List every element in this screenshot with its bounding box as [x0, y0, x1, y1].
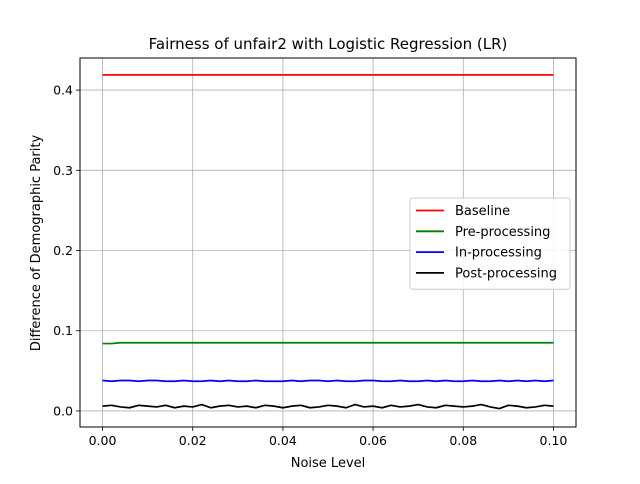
axis-ticks: 0.00 0.02 0.04 0.06 0.08 0.10 0.0 0.1 0.2 0.3 0.4 [53, 83, 567, 448]
legend-label-in-processing: In-processing [455, 246, 542, 261]
legend: Baseline Pre-processing In-processing Post-… [409, 197, 571, 290]
y-tick-label: 0.3 [53, 163, 73, 178]
x-tick-label: 0.02 [179, 433, 207, 448]
y-tick-label: 0.1 [53, 323, 73, 338]
plot-frame [79, 57, 577, 428]
y-axis-label: Difference of Demographic Parity [29, 135, 44, 352]
series-line-pre-processing [102, 341, 554, 345]
series-lines [102, 73, 554, 410]
legend-label-post-processing: Post-processing [455, 266, 557, 281]
legend-label-pre-processing: Pre-processing [455, 225, 550, 240]
y-tick-label: 0.4 [53, 83, 73, 98]
y-tick-label: 0.2 [53, 243, 73, 258]
x-tick-label: 0.08 [449, 433, 477, 448]
y-tick-label: 0.0 [53, 403, 73, 418]
legend-box [409, 197, 571, 290]
x-tick-label: 0.10 [540, 433, 568, 448]
x-tick-label: 0.04 [269, 433, 297, 448]
x-axis-label: Noise Level [291, 456, 366, 471]
series-line-in-processing [102, 379, 554, 383]
series-line-post-processing [102, 403, 554, 410]
legend-label-baseline: Baseline [455, 204, 510, 219]
x-tick-label: 0.06 [359, 433, 387, 448]
chart-title: Fairness of unfair2 with Logistic Regres… [149, 35, 508, 53]
x-tick-label: 0.00 [89, 433, 117, 448]
